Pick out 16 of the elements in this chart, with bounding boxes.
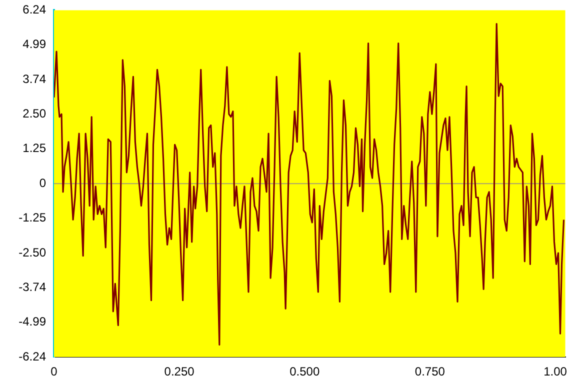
x-tick-label: 1.00: [544, 364, 568, 379]
y-tick-label: -4.99: [18, 314, 46, 329]
x-tick-label: 0.500: [290, 364, 320, 379]
y-tick-label: 6.24: [22, 2, 46, 17]
x-tick-label: 0: [50, 364, 58, 379]
y-tick-label: -1.25: [18, 210, 46, 225]
y-tick-label: -2.50: [18, 245, 46, 260]
y-tick-label: 0: [39, 176, 46, 190]
x-tick-label: 0.250: [164, 364, 195, 379]
y-tick-label: -6.24: [18, 349, 46, 364]
y-tick-label: -3.74: [18, 280, 46, 294]
y-tick-label: 4.99: [22, 37, 46, 52]
x-tick-label: 0.750: [414, 364, 446, 379]
y-tick-label: 3.74: [22, 72, 46, 86]
y-tick-label: 1.25: [22, 141, 46, 156]
y-tick-label: 2.50: [22, 106, 46, 120]
